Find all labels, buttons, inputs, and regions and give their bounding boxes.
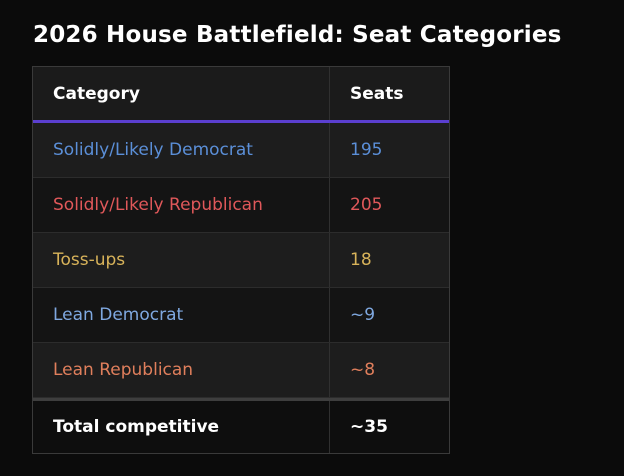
seats-cell: 205 — [350, 195, 383, 215]
page-title: 2026 House Battlefield: Seat Categories — [33, 22, 562, 48]
seats-cell: 195 — [350, 140, 383, 160]
category-cell: Lean Democrat — [33, 288, 330, 342]
seats-cell: ~9 — [350, 305, 376, 325]
category-cell: Toss-ups — [33, 233, 330, 287]
column-header-seats: Seats — [350, 83, 404, 104]
table-row: Lean Democrat ~9 — [33, 288, 449, 343]
column-header-category: Category — [33, 67, 330, 120]
seats-cell: ~8 — [350, 360, 376, 380]
table-row: Solidly/Likely Republican 205 — [33, 178, 449, 233]
table-header-row: Category Seats — [33, 67, 449, 123]
category-cell: Solidly/Likely Democrat — [33, 123, 330, 177]
seat-categories-table: Category Seats Solidly/Likely Democrat 1… — [32, 66, 450, 454]
category-cell: Solidly/Likely Republican — [33, 178, 330, 232]
table-row: Lean Republican ~8 — [33, 343, 449, 398]
table-row: Toss-ups 18 — [33, 233, 449, 288]
total-seats-cell: ~35 — [350, 417, 388, 437]
total-category-cell: Total competitive — [33, 401, 330, 453]
category-cell: Lean Republican — [33, 343, 330, 397]
total-row: Total competitive ~35 — [33, 398, 449, 453]
table-row: Solidly/Likely Democrat 195 — [33, 123, 449, 178]
seats-cell: 18 — [350, 250, 372, 270]
